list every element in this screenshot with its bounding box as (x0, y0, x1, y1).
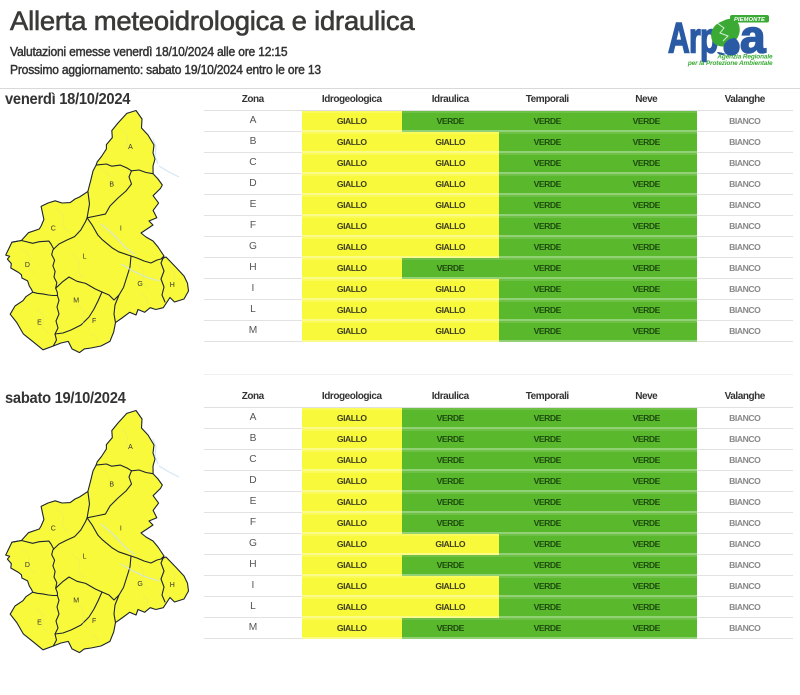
svg-text:E: E (37, 620, 42, 627)
svg-text:F: F (92, 618, 96, 625)
svg-text:I: I (120, 226, 122, 233)
svg-text:M: M (73, 297, 79, 304)
svg-text:D: D (25, 262, 30, 269)
svg-text:G: G (137, 281, 142, 288)
svg-text:Agenzia Regionale: Agenzia Regionale (716, 54, 773, 61)
svg-text:B: B (109, 482, 114, 489)
svg-text:G: G (137, 581, 142, 588)
svg-text:Arp: Arp (668, 13, 718, 62)
svg-text:C: C (51, 526, 56, 533)
svg-text:F: F (92, 318, 96, 325)
svg-text:B: B (109, 182, 114, 189)
svg-text:L: L (83, 254, 87, 261)
svg-text:C: C (51, 226, 56, 233)
svg-text:A: A (128, 444, 133, 451)
svg-text:H: H (170, 282, 175, 289)
svg-text:A: A (128, 144, 133, 151)
svg-text:E: E (37, 320, 42, 327)
svg-text:PIEMONTE: PIEMONTE (734, 17, 766, 23)
svg-text:per la Protezione Ambientale: per la Protezione Ambientale (687, 60, 773, 67)
svg-text:H: H (170, 582, 175, 589)
svg-text:D: D (25, 562, 30, 569)
svg-text:I: I (120, 526, 122, 533)
svg-text:M: M (73, 597, 79, 604)
svg-text:L: L (83, 554, 87, 561)
